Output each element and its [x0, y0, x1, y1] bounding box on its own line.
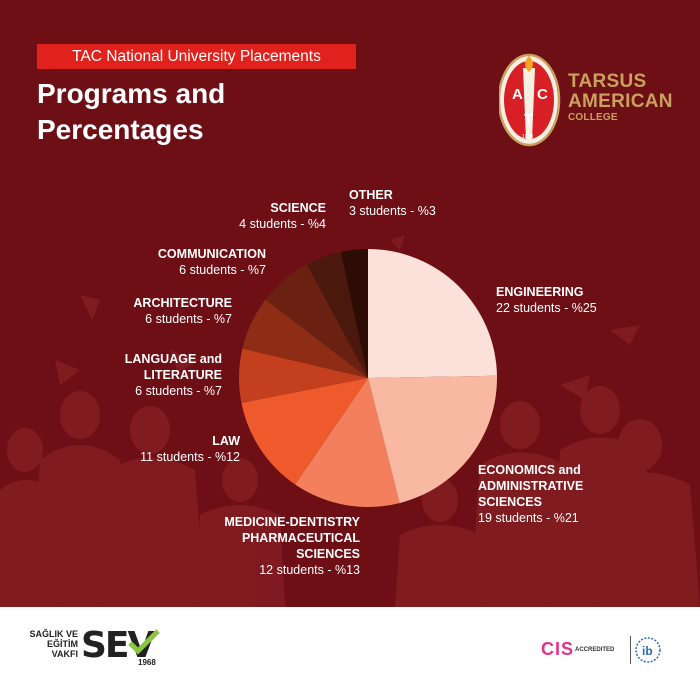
label-economics: ECONOMICS and ADMINISTRATIVE SCIENCES 19…	[478, 462, 583, 526]
ib-logo-icon: ib	[635, 637, 661, 663]
label-engineering: ENGINEERING 22 students - %25	[496, 284, 597, 316]
pie-slice-communication	[265, 264, 368, 378]
college-name: TARSUS AMERICAN COLLEGE	[568, 72, 673, 124]
college-name-line-3: COLLEGE	[568, 112, 618, 123]
college-name-line-1: TARSUS	[568, 71, 647, 92]
label-law: LAW 11 students - %12	[110, 433, 240, 465]
label-medicine: MEDICINE-DENTISTRY PHARMACEUTICAL SCIENC…	[210, 514, 360, 578]
checkmark-icon	[128, 629, 160, 655]
label-language-name-1: LANGUAGE and	[124, 352, 222, 366]
accreditation-logos: CIS ACCREDITED ib	[541, 636, 671, 666]
page-title: Programs and Percentages	[37, 76, 225, 148]
graduates-silhouette-background	[0, 235, 700, 607]
label-law-value: 11 students - %12	[140, 450, 240, 464]
label-other-name: OTHER	[349, 188, 393, 202]
sev-logo-year: 1968	[138, 658, 156, 667]
pie-slice-architecture	[242, 299, 368, 378]
report-badge: TAC National University Placements	[37, 44, 356, 69]
label-economics-name-1: ECONOMICS and	[478, 463, 581, 477]
cis-accredited-text: ACCREDITED	[575, 647, 615, 653]
logo-letter-c: C	[537, 86, 548, 103]
pie-slice-engineering	[368, 249, 497, 378]
logo-letter-t: T	[524, 111, 533, 128]
pie-slice-other	[340, 249, 368, 378]
label-other: OTHER 3 students - %3	[349, 187, 436, 219]
label-language-name-2: LITERATURE	[143, 368, 222, 382]
label-engineering-name: ENGINEERING	[496, 285, 584, 299]
pie-slice-economics-and-administrative-sciences	[368, 375, 498, 504]
label-medicine-name-1: MEDICINE-DENTISTRY	[224, 515, 360, 529]
label-language-value: 6 students - %7	[135, 384, 222, 398]
cis-logo: CIS	[541, 639, 574, 660]
logo-divider	[630, 636, 631, 664]
label-engineering-value: 22 students - %25	[496, 301, 597, 315]
svg-text:ib: ib	[642, 644, 653, 658]
label-communication: COMMUNICATION 6 students - %7	[130, 246, 266, 278]
pie-slice-language-and-literature	[239, 348, 368, 403]
label-communication-value: 6 students - %7	[179, 263, 266, 277]
page-title-line-2: Percentages	[37, 114, 204, 145]
label-law-name: LAW	[212, 434, 240, 448]
sev-logo: SAĞLIK VE EĞİTİM VAKFI SEV 1968	[28, 625, 168, 669]
label-economics-name-2: ADMINISTRATIVE	[478, 479, 584, 493]
college-name-line-2: AMERICAN	[568, 91, 673, 112]
college-logo: A C T 1888	[499, 53, 561, 147]
label-economics-value: 19 students - %21	[478, 511, 579, 525]
label-architecture-value: 6 students - %7	[145, 312, 232, 326]
sev-logo-subtitle: SAĞLIK VE EĞİTİM VAKFI	[29, 629, 78, 659]
label-medicine-name-3: SCIENCES	[296, 547, 360, 561]
infographic-panel: TAC National University Placements Progr…	[0, 0, 700, 607]
cis-letters: CIS	[541, 639, 575, 659]
label-economics-name-3: SCIENCES	[478, 495, 542, 509]
footer	[0, 607, 700, 700]
torch-icon	[523, 68, 535, 140]
label-communication-name: COMMUNICATION	[157, 247, 266, 261]
label-science-name: SCIENCE	[270, 201, 326, 215]
logo-letter-a: A	[512, 86, 523, 103]
logo-year: 1888	[522, 134, 533, 140]
page-title-line-1: Programs and	[37, 78, 226, 109]
label-architecture: ARCHITECTURE 6 students - %7	[110, 295, 232, 327]
label-architecture-name: ARCHITECTURE	[133, 296, 232, 310]
label-science-value: 4 students - %4	[239, 217, 326, 231]
label-medicine-value: 12 students - %13	[259, 563, 360, 577]
pie-chart	[239, 249, 498, 508]
pie-slice-science	[306, 251, 368, 378]
pie-slice-medicine-dentistry-pharmaceutical-sciences	[295, 378, 400, 508]
pie-slice-law	[241, 378, 368, 485]
label-science: SCIENCE 4 students - %4	[210, 200, 326, 232]
label-other-value: 3 students - %3	[349, 204, 436, 218]
label-medicine-name-2: PHARMACEUTICAL	[241, 531, 360, 545]
label-language: LANGUAGE and LITERATURE 6 students - %7	[110, 351, 222, 399]
